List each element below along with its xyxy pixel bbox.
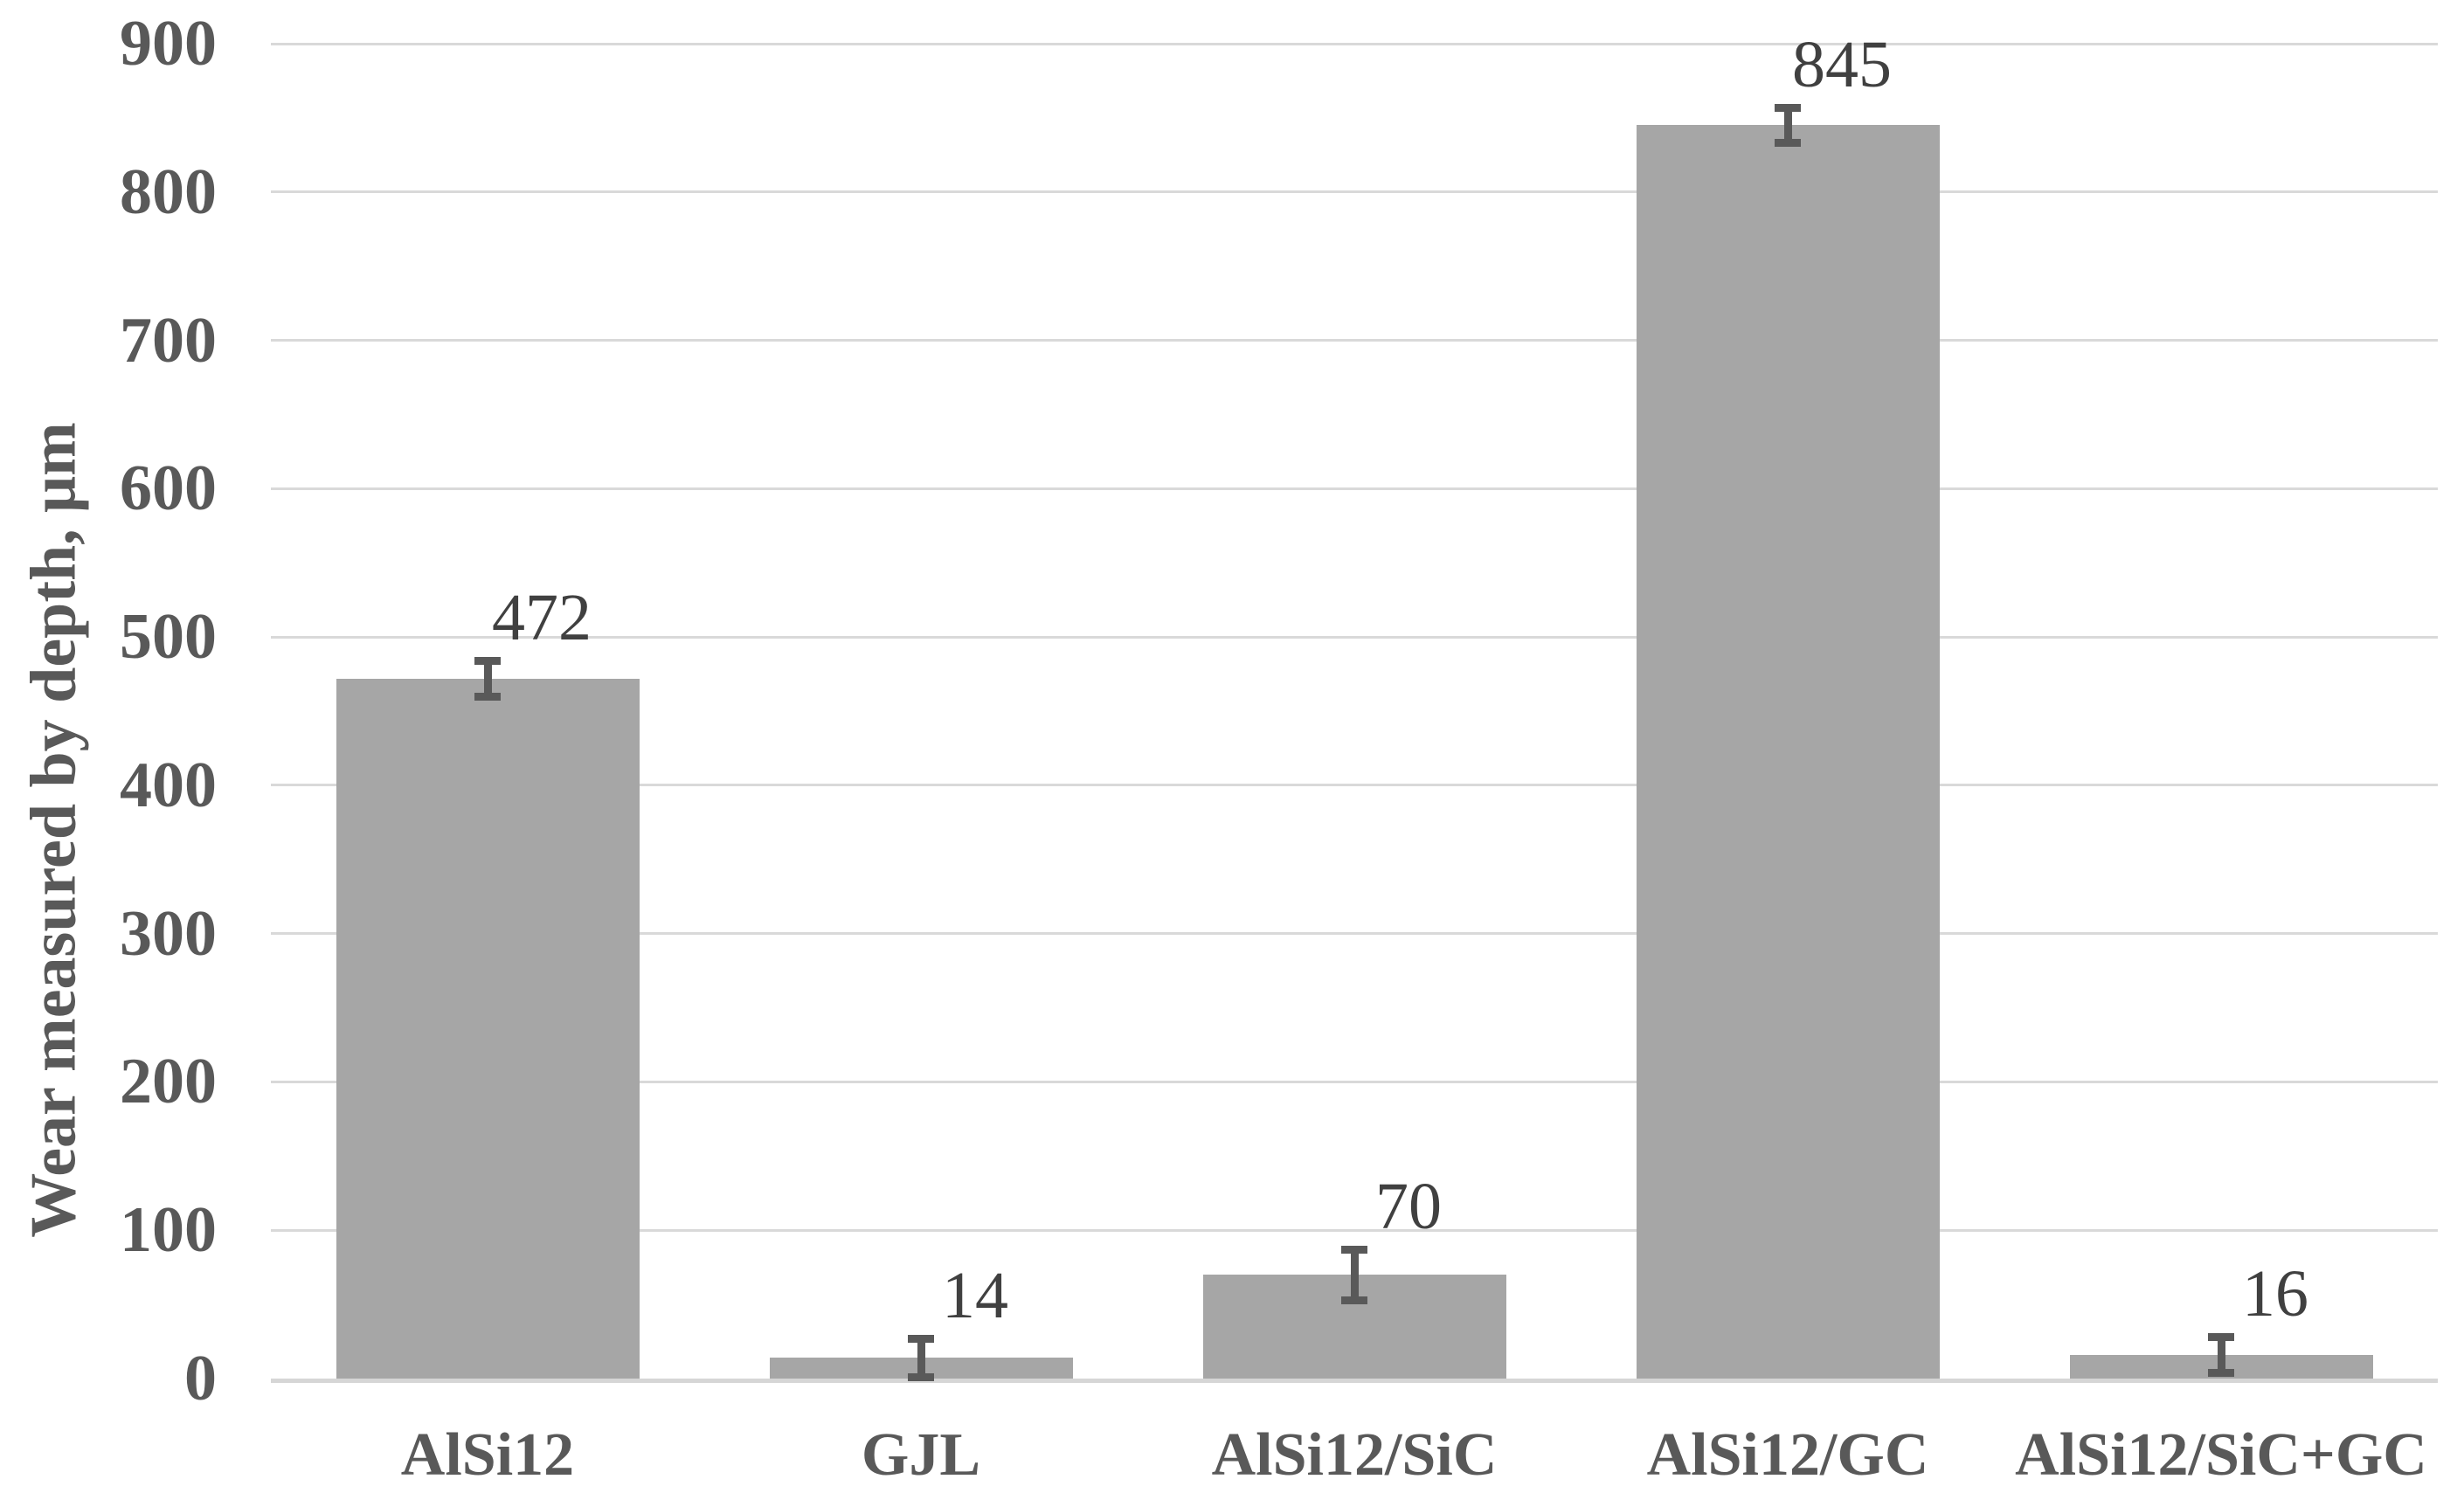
data-label-alsi12-gc: 845 <box>1792 28 1892 101</box>
gridline <box>271 1228 2438 1232</box>
bar-alsi12 <box>336 678 640 1379</box>
data-label-alsi12-sic: 70 <box>1375 1170 1442 1244</box>
gridline <box>271 784 2438 787</box>
gridline <box>271 1080 2438 1083</box>
error-bar-cap-bottom-alsi12 <box>474 692 501 701</box>
category-label-alsi12-sic: AlSi12/SiC <box>1211 1421 1498 1489</box>
gridline <box>271 42 2438 45</box>
y-tick-label: 100 <box>120 1194 217 1267</box>
error-bar-cap-bottom-gjl <box>908 1372 934 1381</box>
error-bar-cap-bottom-alsi12-sic-gc <box>2208 1368 2234 1377</box>
gridline <box>271 487 2438 490</box>
category-label-gjl: GJL <box>861 1421 981 1489</box>
bar-alsi12-gc <box>1636 125 1940 1379</box>
gridline <box>271 932 2438 936</box>
category-label-alsi12-gc: AlSi12/GC <box>1646 1421 1929 1489</box>
error-bar-cap-bottom-alsi12-gc <box>1775 139 1801 148</box>
y-tick-label: 800 <box>120 156 217 228</box>
y-tick-label: 900 <box>120 8 217 79</box>
error-bar-cap-top-alsi12-sic-gc <box>2208 1332 2234 1341</box>
y-tick-label: 300 <box>120 897 217 970</box>
error-bar-cap-top-alsi12-gc <box>1775 103 1801 112</box>
gridline <box>271 339 2438 342</box>
error-bar-line-alsi12 <box>483 660 492 696</box>
gridline <box>271 190 2438 194</box>
y-tick-label: 700 <box>120 304 217 377</box>
error-bar-line-alsi12-sic <box>1350 1249 1359 1300</box>
error-bar-cap-top-alsi12 <box>474 656 501 665</box>
error-bar-line-gjl <box>917 1338 925 1378</box>
error-bar-cap-top-gjl <box>908 1334 934 1343</box>
y-tick-label: 500 <box>120 601 217 674</box>
gridline <box>271 635 2438 639</box>
y-tick-label: 200 <box>120 1046 217 1118</box>
data-label-alsi12: 472 <box>492 581 592 655</box>
y-tick-label: 400 <box>120 749 217 821</box>
error-bar-line-alsi12-gc <box>1783 107 1792 143</box>
data-label-alsi12-sic-gc: 16 <box>2242 1257 2308 1331</box>
category-label-alsi12-sic-gc: AlSi12/SiC+GC <box>2015 1421 2427 1489</box>
y-tick-label: 600 <box>120 453 217 525</box>
data-label-gjl: 14 <box>942 1259 1008 1333</box>
error-bar-cap-bottom-alsi12-sic <box>1341 1296 1367 1304</box>
x-axis-line <box>271 1379 2438 1383</box>
error-bar-line-alsi12-sic-gc <box>2217 1337 2225 1373</box>
category-label-alsi12: AlSi12 <box>400 1421 575 1489</box>
error-bar-cap-top-alsi12-sic <box>1341 1245 1367 1254</box>
y-tick-label: 0 <box>184 1343 217 1414</box>
y-axis-title: Wear measured by depth, μm <box>17 422 90 1238</box>
